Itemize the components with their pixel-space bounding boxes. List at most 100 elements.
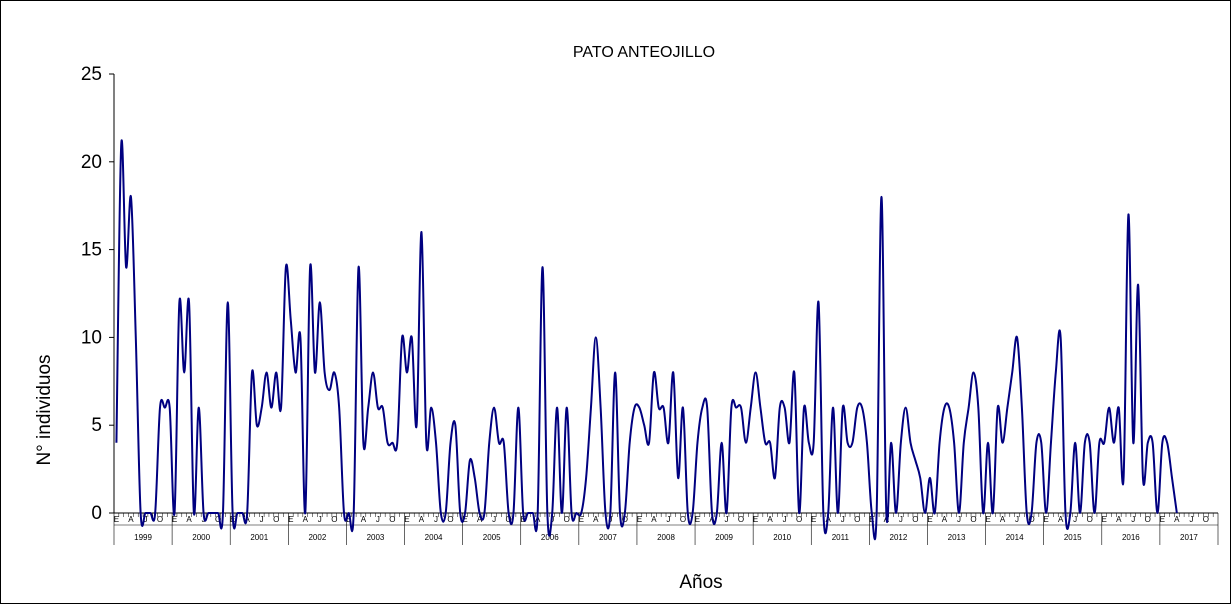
month-tick-label: O (273, 515, 279, 524)
month-tick-label: E (753, 515, 758, 524)
year-tick-label: 2014 (1006, 533, 1024, 542)
year-tick-label: 2001 (250, 533, 268, 542)
month-tick-label: A (1116, 515, 1122, 524)
year-tick-label: 2007 (599, 533, 617, 542)
month-tick-label: A (477, 515, 483, 524)
month-tick-label: J (725, 515, 729, 524)
y-axis-label: N° individuos (34, 354, 55, 465)
month-tick-label: O (1028, 515, 1034, 524)
month-tick-label: J (783, 515, 787, 524)
month-tick-label: O (157, 515, 163, 524)
month-tick-label: A (942, 515, 948, 524)
month-tick-label: E (1102, 515, 1107, 524)
month-tick-label: E (404, 515, 409, 524)
month-tick-label: E (637, 515, 642, 524)
month-tick-label: A (186, 515, 192, 524)
x-axis-label: Años (679, 572, 722, 593)
month-tick-label: E (114, 515, 119, 524)
y-tick-label: 20 (81, 152, 102, 173)
year-tick-label: 2002 (308, 533, 326, 542)
month-tick-label: E (520, 515, 525, 524)
year-tick-label: 2013 (948, 533, 966, 542)
month-tick-label: A (128, 515, 134, 524)
y-tick-label: 10 (81, 327, 102, 348)
month-tick-label: E (1043, 515, 1048, 524)
month-tick-label: O (215, 515, 221, 524)
month-tick-label: O (447, 515, 453, 524)
month-tick-label: A (1174, 515, 1180, 524)
month-tick-label: A (767, 515, 773, 524)
y-ticks: 0 5 10 15 20 25 (81, 64, 114, 524)
month-tick-label: J (957, 515, 961, 524)
month-tick-label: A (419, 515, 425, 524)
year-tick-label: 2012 (890, 533, 908, 542)
month-tick-label: J (202, 515, 206, 524)
month-tick-label: E (462, 515, 467, 524)
month-tick-label: O (854, 515, 860, 524)
month-tick-label: E (288, 515, 293, 524)
year-tick-label: 2017 (1180, 533, 1198, 542)
axes (113, 74, 1218, 526)
month-tick-label: J (318, 515, 322, 524)
month-tick-label: O (738, 515, 744, 524)
y-tick-label: 5 (91, 415, 102, 436)
year-tick-label: 2003 (367, 533, 385, 542)
y-tick-label: 25 (81, 64, 102, 85)
month-tick-label: E (172, 515, 177, 524)
month-tick-label: J (1189, 515, 1193, 524)
month-tick-label: J (434, 515, 438, 524)
month-tick-label: J (143, 515, 147, 524)
month-tick-label: E (1160, 515, 1165, 524)
month-tick-label: J (376, 515, 380, 524)
month-tick-label: O (970, 515, 976, 524)
y-tick-label: 0 (91, 503, 102, 524)
year-tick-label: 2000 (192, 533, 210, 542)
month-tick-label: J (1131, 515, 1135, 524)
month-tick-label: J (841, 515, 845, 524)
month-tick-label: E (695, 515, 700, 524)
month-tick-label: O (331, 515, 337, 524)
month-tick-label: A (651, 515, 657, 524)
year-tick-label: 2009 (715, 533, 733, 542)
month-tick-label: E (579, 515, 584, 524)
month-tick-label: E (927, 515, 932, 524)
year-tick-label: 2005 (483, 533, 501, 542)
month-tick-label: A (593, 515, 599, 524)
month-tick-label: J (1015, 515, 1019, 524)
month-tick-label: A (361, 515, 367, 524)
month-tick-label: J (260, 515, 264, 524)
month-tick-label: E (346, 515, 351, 524)
month-tick-label: J (899, 515, 903, 524)
month-tick-label: O (506, 515, 512, 524)
month-tick-label: O (1203, 515, 1209, 524)
month-tick-label: A (1000, 515, 1006, 524)
month-tick-label: O (680, 515, 686, 524)
month-tick-label: A (1058, 515, 1064, 524)
month-tick-label: J (666, 515, 670, 524)
month-tick-label: O (1087, 515, 1093, 524)
year-tick-label: 2006 (541, 533, 559, 542)
year-tick-label: 2004 (425, 533, 443, 542)
year-tick-label: 2011 (832, 533, 850, 542)
month-tick-label: O (912, 515, 918, 524)
year-tick-label: 2008 (657, 533, 675, 542)
month-tick-label: O (1145, 515, 1151, 524)
y-tick-label: 15 (81, 240, 102, 261)
month-tick-label: E (985, 515, 990, 524)
year-tick-label: 2010 (773, 533, 791, 542)
month-tick-label: J (1073, 515, 1077, 524)
series-line (115, 139, 1178, 541)
month-tick-label: O (389, 515, 395, 524)
plot-area (115, 139, 1178, 541)
month-tick-label: A (303, 515, 309, 524)
chart-title: PATO ANTEOJILLO (573, 44, 715, 61)
month-tick-label: J (492, 515, 496, 524)
year-tick-label: 2015 (1064, 533, 1082, 542)
month-tick-label: E (811, 515, 816, 524)
month-tick-label: O (796, 515, 802, 524)
month-tick-label: O (564, 515, 570, 524)
year-tick-label: 2016 (1122, 533, 1140, 542)
